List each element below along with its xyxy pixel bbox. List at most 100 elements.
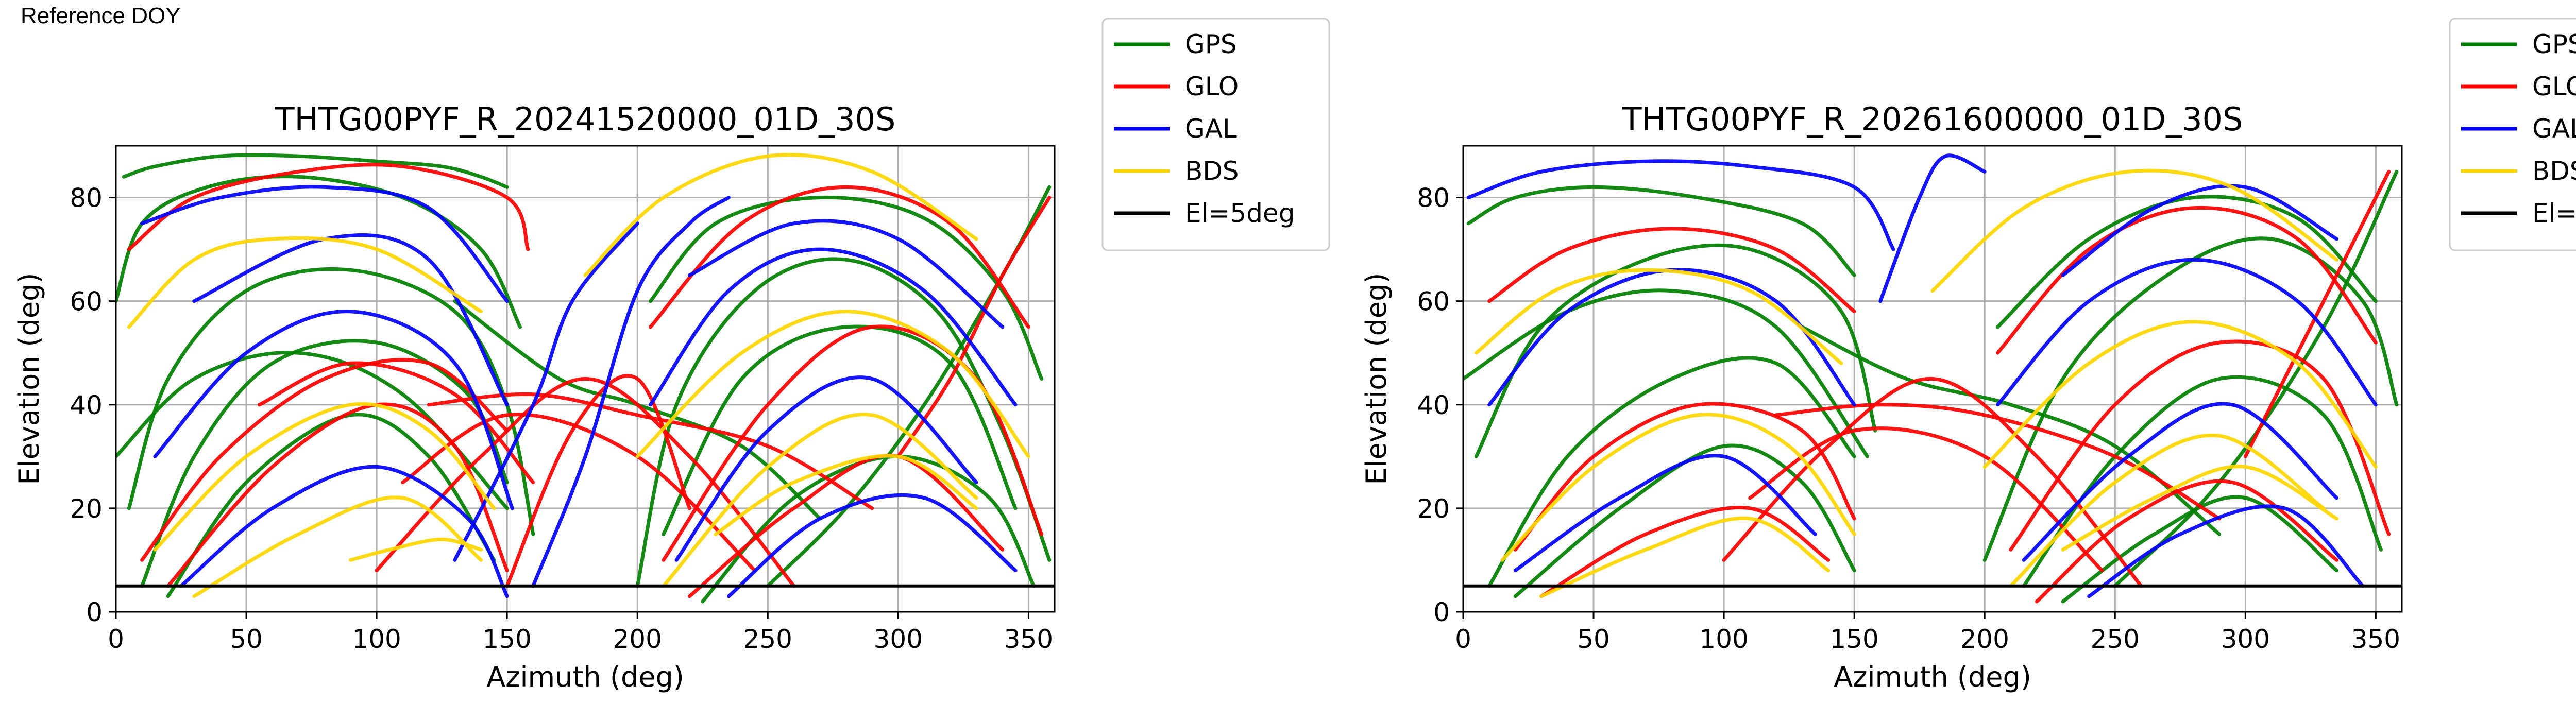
track-gps [2061, 495, 2338, 604]
y-tick-label: 0 [1433, 597, 1450, 627]
track-bds [1500, 413, 1856, 562]
reference-doy-label: Reference DOY [21, 3, 181, 28]
track-gal [140, 185, 509, 303]
track-bds [192, 495, 483, 598]
x-tick-label: 250 [743, 624, 792, 654]
track-bds [1982, 320, 2378, 469]
y-tick-label: 80 [70, 183, 103, 213]
x-axis-label: Azimuth (deg) [1834, 661, 2031, 693]
y-axis-label: Elevation (deg) [13, 273, 45, 485]
legend-label-gps: GPS [2532, 29, 2576, 59]
legend-label-el5deg: El=5deg [1185, 198, 1295, 228]
track-glo [1774, 403, 2222, 521]
track-bds [349, 537, 483, 562]
track-bds [583, 152, 978, 277]
track-gps [1487, 356, 1856, 588]
track-gal [726, 493, 1018, 598]
track-glo [257, 361, 535, 485]
x-tick-label: 0 [1455, 624, 1471, 654]
track-bds [1539, 516, 1831, 598]
track-gps [662, 324, 1018, 536]
track-bds [662, 413, 978, 588]
legend-label-el5deg: El=5deg [2532, 198, 2576, 228]
track-gps [1466, 185, 1856, 277]
track-glo [127, 163, 530, 251]
legend-label-glo: GLO [2532, 72, 2576, 101]
track-gal [2061, 184, 2338, 277]
plot-frame [115, 145, 1056, 613]
legend-label-gal: GAL [2532, 114, 2576, 144]
legend-label-gps: GPS [1185, 29, 1237, 59]
track-gps [1474, 243, 1877, 458]
plot-frame [1462, 145, 2403, 613]
x-tick-label: 100 [1699, 624, 1748, 654]
tracks-layer [1463, 153, 2399, 604]
track-gal [179, 465, 509, 598]
track-bds [153, 402, 496, 552]
track-glo [1748, 426, 2104, 573]
track-gps [2113, 169, 2399, 588]
chart-title: THTG00PYF_R_20241520000_01D_30S [275, 100, 896, 138]
track-glo [2035, 479, 2338, 604]
legend: GPS GLO GAL BDS El=5deg [2449, 18, 2576, 251]
track-glo [1487, 227, 1856, 314]
track-gal [2022, 402, 2338, 562]
track-gal [153, 310, 514, 510]
legend-label-bds: BDS [1185, 156, 1239, 186]
track-glo [505, 374, 691, 588]
y-axis-label: Elevation (deg) [1360, 273, 1393, 485]
track-glo [687, 454, 1005, 598]
track-bds [127, 236, 483, 329]
x-tick-label: 300 [2221, 624, 2270, 654]
track-bds [2009, 433, 2326, 588]
x-tick-label: 300 [874, 624, 923, 654]
track-glo [401, 413, 757, 573]
track-gal [1996, 258, 2378, 407]
tracks-layer [116, 152, 1052, 604]
track-gal [1878, 153, 1987, 303]
track-gal [1466, 159, 1895, 251]
y-tick-label: 60 [70, 287, 103, 317]
track-glo [649, 185, 1030, 329]
track-bds [714, 454, 978, 536]
track-glo [1513, 402, 1856, 552]
track-gps [1513, 443, 1856, 598]
x-tick-label: 200 [1960, 624, 2009, 654]
y-tick-label: 80 [1417, 183, 1450, 213]
y-tick-label: 40 [70, 390, 103, 420]
x-tick-label: 0 [108, 624, 124, 654]
x-tick-label: 150 [1829, 624, 1878, 654]
legend-label-gal: GAL [1185, 114, 1237, 144]
chart-panel-1: 0 50 100 150 200 250 300 350 0 20 40 60 80 Azimuth (d… [13, 18, 1330, 693]
track-gal [453, 221, 639, 562]
track-gal [674, 375, 978, 562]
track-gps [1463, 288, 1869, 458]
x-tick-label: 150 [482, 624, 531, 654]
legend: GPS GLO GAL BDS El=5deg [1101, 18, 1330, 251]
legend-box [1101, 18, 1330, 251]
x-tick-label: 50 [230, 624, 263, 654]
track-glo [1722, 376, 2143, 588]
track-glo [1996, 205, 2378, 355]
y-tick-label: 40 [1417, 390, 1450, 420]
y-tick-label: 20 [1417, 494, 1450, 524]
track-glo [896, 196, 1052, 458]
legend-label-bds: BDS [2532, 156, 2576, 186]
track-bds [1474, 268, 1843, 365]
track-gal [1513, 454, 1817, 573]
track-bds [1930, 168, 2338, 293]
y-tick-label: 20 [70, 494, 103, 524]
track-glo [140, 358, 509, 562]
x-tick-label: 250 [2091, 624, 2140, 654]
track-bds [2061, 465, 2338, 552]
track-gal [2087, 504, 2365, 598]
track-gal [192, 233, 509, 407]
x-tick-label: 350 [1004, 624, 1053, 654]
track-glo [662, 324, 1044, 562]
y-tick-label: 60 [1417, 287, 1450, 317]
track-gal [649, 247, 1018, 407]
chart-title: THTG00PYF_R_20261600000_01D_30S [1622, 100, 2243, 138]
track-gps [122, 153, 509, 189]
track-bds [635, 310, 1030, 458]
